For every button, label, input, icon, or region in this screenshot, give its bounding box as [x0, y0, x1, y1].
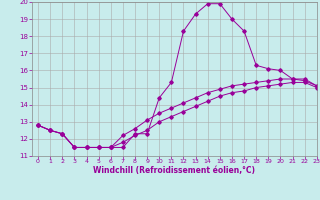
X-axis label: Windchill (Refroidissement éolien,°C): Windchill (Refroidissement éolien,°C) — [93, 166, 255, 175]
